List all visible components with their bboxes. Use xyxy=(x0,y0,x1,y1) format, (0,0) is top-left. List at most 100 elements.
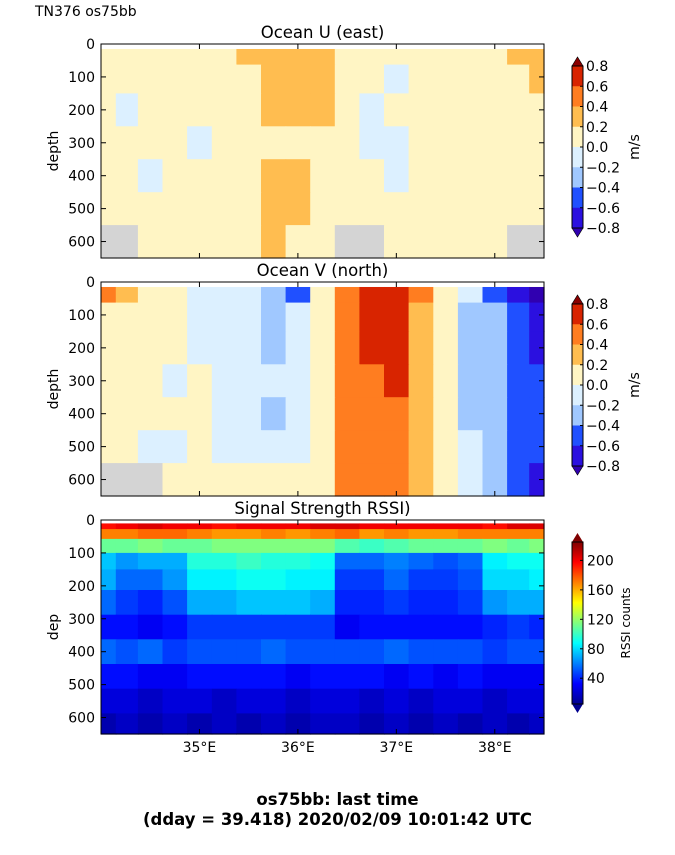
data-cell xyxy=(507,302,530,332)
data-cells xyxy=(101,48,545,259)
data-cell xyxy=(359,664,385,690)
data-cell xyxy=(236,48,262,66)
data-cell xyxy=(162,93,188,127)
data-cell xyxy=(101,590,117,616)
data-cell xyxy=(137,331,164,365)
data-cell xyxy=(211,64,237,94)
y-tick-label: 0 xyxy=(86,37,95,53)
data-cell xyxy=(187,688,213,714)
data-cell xyxy=(507,48,530,66)
data-cell xyxy=(101,713,117,735)
data-cell xyxy=(433,569,459,591)
data-cell xyxy=(457,397,484,431)
colorbar-label: m/s xyxy=(627,372,643,398)
data-cell xyxy=(359,93,385,127)
data-cell xyxy=(285,93,311,127)
colorbar-gradient xyxy=(572,542,583,704)
data-cell xyxy=(162,529,188,540)
data-cell xyxy=(310,569,336,591)
colorbar-band xyxy=(572,167,583,188)
data-cell xyxy=(162,192,188,226)
data-cell xyxy=(101,614,117,640)
data-cell xyxy=(408,225,434,259)
data-cell xyxy=(162,126,188,160)
data-cell xyxy=(482,331,508,365)
data-cell xyxy=(457,331,484,365)
data-cell xyxy=(137,286,164,304)
data-cell xyxy=(433,48,459,66)
data-cell xyxy=(187,639,213,665)
data-cell xyxy=(529,93,545,127)
data-cell xyxy=(285,192,311,226)
data-cell xyxy=(187,364,213,398)
data-cell xyxy=(115,614,139,640)
data-cell xyxy=(408,569,434,591)
y-tick-label: 100 xyxy=(68,308,95,324)
data-cell xyxy=(482,192,508,226)
data-cell xyxy=(285,569,311,591)
y-tick-label: 200 xyxy=(68,103,95,119)
data-cell xyxy=(261,590,287,616)
data-cell xyxy=(359,192,385,226)
data-cell xyxy=(529,639,545,665)
data-cell xyxy=(137,225,164,259)
data-cell xyxy=(334,93,360,127)
data-cell xyxy=(162,225,188,259)
axes-frame xyxy=(100,519,545,735)
data-cell xyxy=(137,159,164,193)
data-cell xyxy=(115,430,139,464)
data-cell xyxy=(162,331,188,365)
data-cell xyxy=(261,463,287,497)
data-cell xyxy=(359,397,385,431)
data-cell xyxy=(457,538,484,554)
data-cell xyxy=(115,364,139,398)
colorbar-tick-label: 0.2 xyxy=(586,358,608,374)
data-cell xyxy=(310,126,336,160)
data-cell xyxy=(359,463,385,497)
data-cell xyxy=(285,639,311,665)
data-cell xyxy=(529,664,545,690)
data-cell xyxy=(529,430,545,464)
data-cell xyxy=(384,302,410,332)
x-tick-label: 37°E xyxy=(379,740,413,756)
data-cell xyxy=(211,48,237,66)
data-cell xyxy=(310,397,336,431)
data-cell xyxy=(334,463,360,497)
data-cell xyxy=(529,529,545,540)
colorbar-extend-bottom xyxy=(572,704,583,713)
colorbar-extend-top xyxy=(572,533,583,542)
data-cell xyxy=(408,688,434,714)
data-cell xyxy=(457,639,484,665)
data-cell xyxy=(529,286,545,304)
data-cell xyxy=(101,639,117,665)
data-cell xyxy=(137,664,164,690)
colorbar-band xyxy=(572,126,583,148)
data-cell xyxy=(457,713,484,735)
data-cell xyxy=(115,48,139,66)
data-cell xyxy=(359,614,385,640)
colorbar-tick-label: 0.4 xyxy=(586,100,608,116)
data-cell xyxy=(211,93,237,127)
data-cell xyxy=(236,225,262,259)
cruise-instrument-label: TN376 os75bb xyxy=(35,4,137,20)
data-cell xyxy=(334,286,360,304)
data-cell xyxy=(457,48,484,66)
data-cell xyxy=(310,364,336,398)
colorbar-tick-label: 0.6 xyxy=(586,79,608,95)
data-cell xyxy=(507,331,530,365)
colorbar: 0.8 0.6 0.4 0.2 0.0 −0.2 −0.4 −0.6 −0.8 m/s xyxy=(571,294,643,476)
data-cell xyxy=(211,225,237,259)
data-cell xyxy=(261,192,287,226)
data-cell xyxy=(408,64,434,94)
data-cell xyxy=(359,713,385,735)
data-cell xyxy=(162,639,188,665)
data-cell xyxy=(285,126,311,160)
colorbar: 0.8 0.6 0.4 0.2 0.0 −0.2 −0.4 −0.6 −0.8 m/s xyxy=(571,56,643,238)
data-cell xyxy=(211,688,237,714)
data-cells xyxy=(101,286,545,497)
figure-caption-line2: (dday = 39.418) 2020/02/09 10:01:42 UTC xyxy=(142,810,533,829)
data-cell xyxy=(285,688,311,714)
y-tick-label: 200 xyxy=(68,579,95,595)
data-cell xyxy=(433,225,459,259)
data-cell xyxy=(285,64,311,94)
